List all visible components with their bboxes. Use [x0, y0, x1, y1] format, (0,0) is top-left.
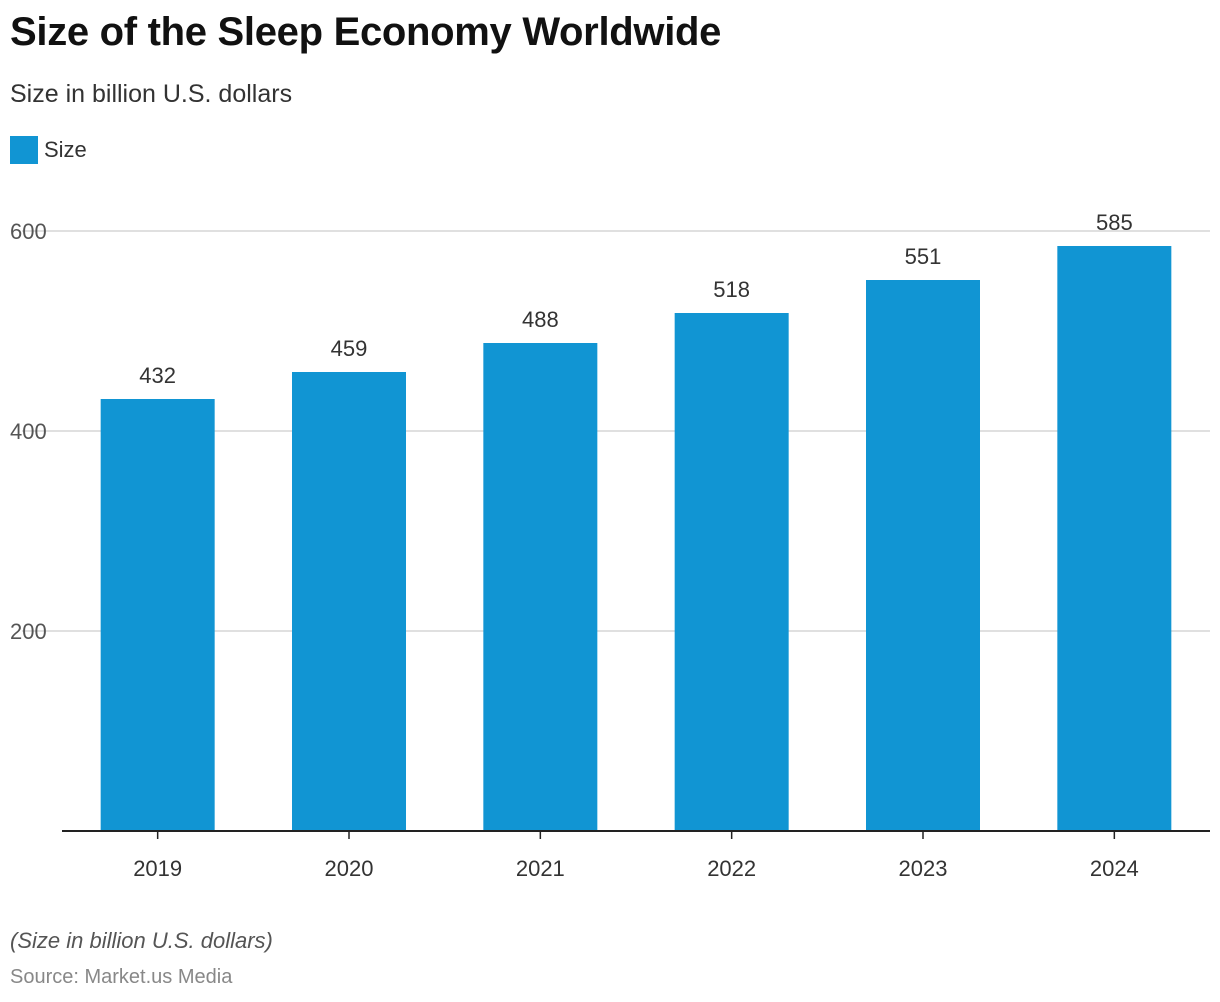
bar [100, 399, 215, 831]
data-label: 488 [522, 307, 559, 332]
bar [483, 343, 598, 831]
y-tick-label: 200 [10, 619, 47, 644]
data-label: 585 [1096, 210, 1133, 235]
x-tick-label: 2019 [133, 856, 182, 881]
data-label: 551 [905, 244, 942, 269]
bar [674, 313, 789, 831]
data-label: 459 [331, 336, 368, 361]
chart-subtitle: Size in billion U.S. dollars [10, 80, 293, 108]
legend: Size [10, 136, 87, 164]
x-tick-label: 2024 [1090, 856, 1139, 881]
x-tick-label: 2023 [899, 856, 948, 881]
x-tick-label: 2022 [707, 856, 756, 881]
x-tick-label: 2021 [516, 856, 565, 881]
bar [866, 280, 980, 831]
footnote: (Size in billion U.S. dollars) [10, 928, 273, 953]
data-label: 518 [713, 277, 750, 302]
bar [1057, 246, 1172, 831]
y-tick-label: 600 [10, 219, 47, 244]
legend-label: Size [44, 137, 87, 162]
data-label: 432 [139, 363, 176, 388]
y-tick-label: 400 [10, 419, 47, 444]
legend-swatch [10, 136, 38, 164]
x-tick-label: 2020 [325, 856, 374, 881]
chart-title: Size of the Sleep Economy Worldwide [10, 10, 722, 54]
bar [292, 372, 406, 831]
source-credit: Source: Market.us Media [10, 966, 233, 988]
